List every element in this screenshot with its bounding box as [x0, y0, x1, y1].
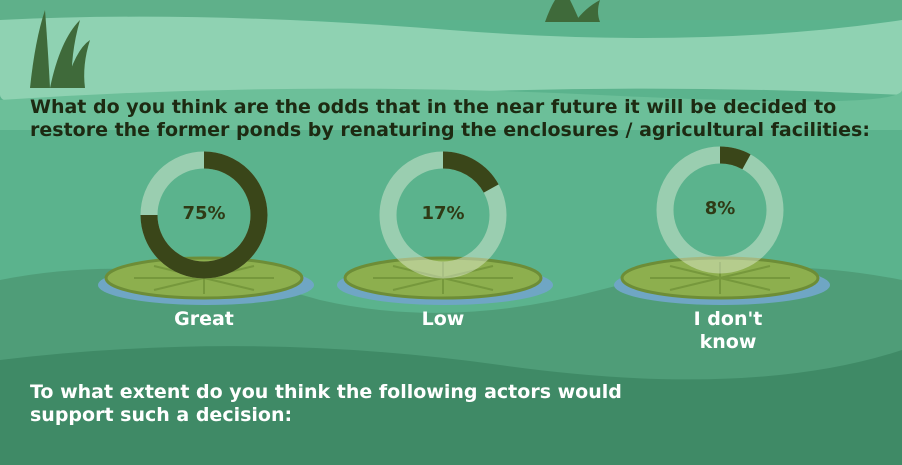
water-light	[0, 16, 902, 109]
donuts	[140, 146, 784, 279]
category-label: I don't know	[693, 308, 763, 353]
question-line: What do you think are the odds that in t…	[30, 96, 837, 118]
question2: To what extent do you think the followin…	[30, 381, 622, 427]
pad-veins	[650, 262, 790, 294]
question-line: restore the former ponds by renaturing t…	[30, 119, 870, 141]
water-band	[0, 88, 902, 130]
donut-arc	[719, 146, 751, 170]
donut-arc	[140, 151, 268, 279]
value-label: 75%	[182, 203, 226, 224]
value-label: 17%	[421, 203, 465, 224]
reeds	[30, 0, 600, 88]
question2-line: support such a decision:	[30, 404, 293, 426]
question2-line: To what extent do you think the followin…	[30, 381, 622, 403]
category-label: Low	[421, 308, 465, 330]
top-band	[0, 0, 902, 20]
category-label: Great	[174, 308, 234, 330]
pad-veins	[373, 262, 513, 294]
donut-arc	[442, 151, 499, 193]
bank-dark	[0, 346, 902, 465]
value-label: 8%	[704, 198, 736, 219]
